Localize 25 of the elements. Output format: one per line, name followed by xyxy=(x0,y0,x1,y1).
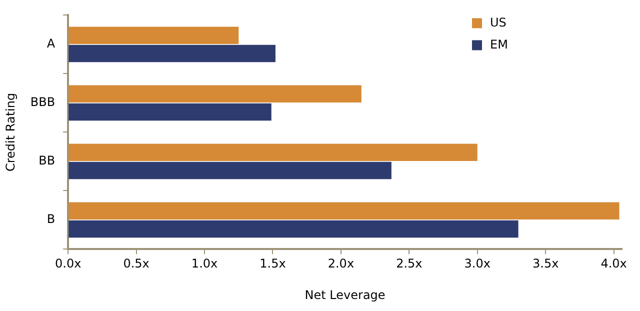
x-tick-label: 4.0x xyxy=(600,256,627,271)
bar xyxy=(68,44,276,62)
bar xyxy=(68,202,620,220)
y-tick-label: BB xyxy=(38,154,56,168)
bar xyxy=(68,162,392,180)
bar xyxy=(68,26,239,44)
x-tick-label: 0.5x xyxy=(123,256,150,271)
y-axis-title: Credit Rating xyxy=(3,92,18,172)
bar xyxy=(68,144,478,161)
y-tick-label: B xyxy=(46,212,56,226)
x-tick-label: 1.5x xyxy=(260,256,286,271)
x-tick-label: 2.0x xyxy=(328,256,354,271)
x-tick-label: 2.5x xyxy=(396,256,422,271)
x-axis-title: Net Leverage xyxy=(304,288,386,302)
bar xyxy=(68,85,362,102)
bar xyxy=(68,220,518,238)
x-tick-label: 1.0x xyxy=(191,256,218,271)
x-tick-label: 0.0x xyxy=(55,256,82,271)
y-tick-label: BBB xyxy=(30,95,56,110)
legend-label: US xyxy=(490,15,506,30)
bar xyxy=(68,103,272,121)
y-tick-label: A xyxy=(46,36,56,51)
x-tick-label: 3.5x xyxy=(532,256,559,271)
x-tick-label: 3.0x xyxy=(464,256,490,271)
legend-label: EM xyxy=(490,37,508,52)
